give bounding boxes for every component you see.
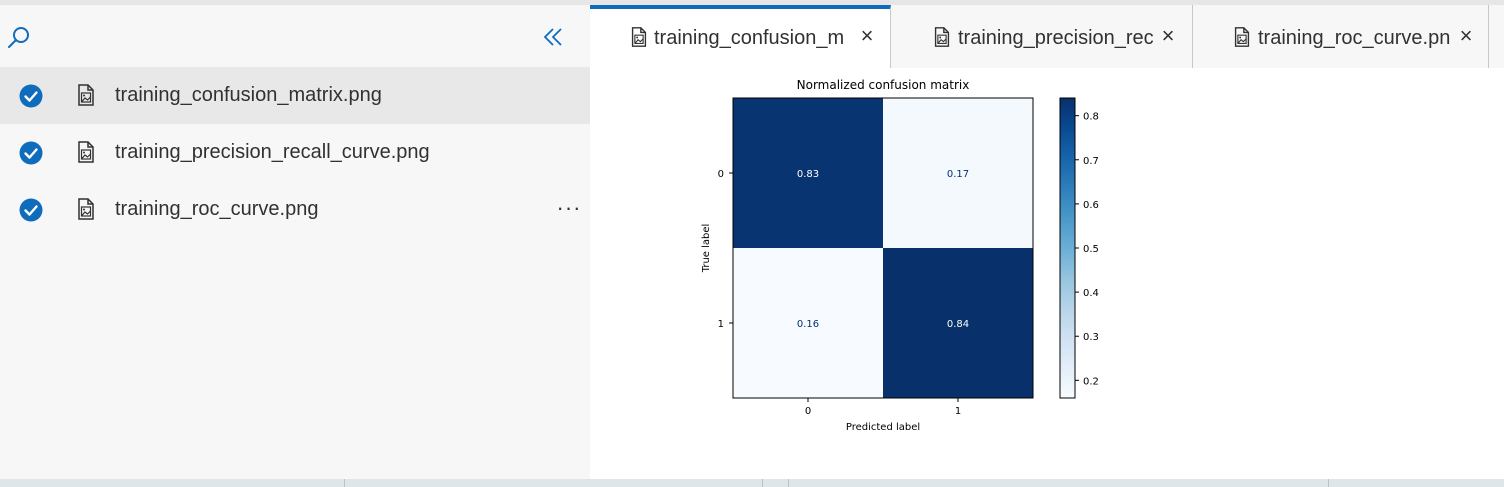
image-file-icon: [78, 141, 94, 163]
image-file-icon: [934, 27, 950, 47]
image-file-icon: [74, 197, 98, 221]
confusion-matrix-chart: Normalized confusion matrix 0.83 0.17 0.16 0…: [590, 68, 1151, 442]
image-file-icon: [78, 198, 94, 220]
tab-bar: training_confusion_m × training_precision_…: [590, 5, 1504, 68]
checkmark-circle-icon[interactable]: [19, 84, 43, 108]
y-tick-label: 0: [718, 169, 724, 180]
heatmap-cell: [733, 98, 883, 248]
colorbar-tick-label: 0.6: [1083, 200, 1099, 211]
close-icon[interactable]: ×: [860, 23, 874, 48]
tab-3[interactable]: training_roc_curve.pn ×: [1193, 5, 1489, 68]
colorbar-tick-label: 0.5: [1083, 244, 1099, 255]
image-file-icon: [628, 26, 650, 48]
cell-value-label: 0.16: [797, 319, 819, 330]
search-row: [0, 5, 590, 69]
more-options-icon[interactable]: ···: [556, 195, 582, 220]
x-axis-label: Predicted label: [846, 422, 920, 433]
tab-label: training_roc_curve.pn: [1258, 27, 1451, 49]
file-name: training_precision_recall_curve.png: [115, 141, 430, 163]
plot-frame: [732, 97, 1034, 399]
bottom-scroll-strip: [0, 479, 1504, 487]
bottom-divider: [344, 479, 345, 487]
file-list-item[interactable]: training_confusion_matrix.png: [0, 67, 590, 124]
colorbar-tick-label: 0.3: [1083, 332, 1099, 343]
image-file-icon: [74, 83, 98, 107]
image-file-icon: [78, 84, 94, 106]
tab-label: training_confusion_m: [654, 27, 845, 49]
colorbar-tick-label: 0.7: [1083, 156, 1099, 167]
checkmark-circle-icon[interactable]: [19, 141, 43, 165]
file-list-item[interactable]: training_roc_curve.png ···: [0, 181, 590, 238]
file-name: training_roc_curve.png: [115, 198, 319, 220]
image-viewer: Normalized confusion matrix 0.83 0.17 0.16 0…: [590, 68, 1504, 479]
bottom-divider: [1328, 479, 1329, 487]
close-icon[interactable]: ×: [1459, 23, 1473, 48]
heatmap-cell: [733, 248, 883, 398]
image-file-icon: [631, 27, 647, 47]
cell-value-label: 0.83: [797, 169, 819, 180]
heatmap-cell: [883, 98, 1033, 248]
tab-1[interactable]: training_confusion_m ×: [590, 5, 891, 68]
colorbar-tick-label: 0.2: [1083, 376, 1099, 387]
search-icon[interactable]: [6, 25, 32, 51]
cell-value-label: 0.17: [947, 169, 969, 180]
bottom-divider: [762, 479, 763, 487]
image-file-icon: [931, 26, 953, 48]
cell-value-label: 0.84: [947, 319, 969, 330]
checkmark-circle-icon[interactable]: [19, 198, 43, 222]
tab-label: training_precision_rec: [958, 27, 1154, 49]
file-list-item[interactable]: training_precision_recall_curve.png: [0, 124, 590, 181]
colorbar: [1059, 97, 1076, 399]
x-tick-label: 0: [805, 406, 811, 417]
colorbar-tick-label: 0.4: [1083, 288, 1099, 299]
bottom-divider: [788, 479, 789, 487]
tab-2[interactable]: training_precision_rec ×: [891, 5, 1193, 68]
heatmap-cell: [883, 248, 1033, 398]
collapse-double-chevron-icon[interactable]: [541, 27, 565, 47]
file-name: training_confusion_matrix.png: [115, 84, 382, 106]
image-file-icon: [1231, 26, 1253, 48]
x-tick-label: 1: [955, 406, 961, 417]
image-file-icon: [74, 140, 98, 164]
image-file-icon: [1234, 27, 1250, 47]
file-list-pane: training_confusion_matrix.png training_pr…: [0, 5, 590, 479]
colorbar-tick-label: 0.8: [1083, 112, 1099, 123]
y-tick-label: 1: [718, 319, 724, 330]
y-axis-label: True label: [701, 224, 712, 274]
top-border: [0, 0, 1504, 5]
chart-title: Normalized confusion matrix: [797, 78, 970, 92]
close-icon[interactable]: ×: [1161, 23, 1175, 48]
